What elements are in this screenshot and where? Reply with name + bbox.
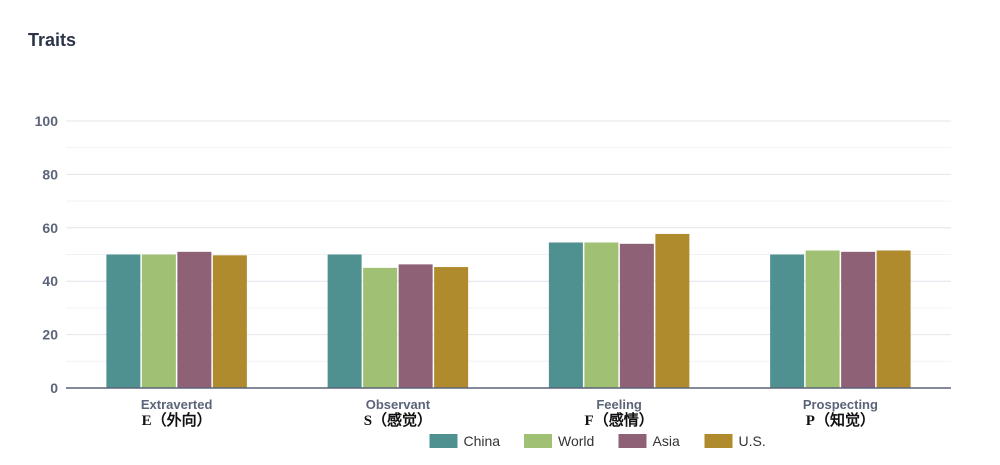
x-category-sublabel: P（知觉） xyxy=(806,411,875,429)
bar-us-extraverted xyxy=(212,255,247,388)
x-category-sublabel: S（感觉） xyxy=(364,411,432,429)
bar-world-prospecting xyxy=(805,250,840,388)
legend-item-world[interactable]: World xyxy=(524,433,594,449)
y-tick-label: 20 xyxy=(42,327,58,343)
y-tick-label: 40 xyxy=(42,273,58,289)
legend-label: World xyxy=(558,433,594,449)
chart-title: Traits xyxy=(28,30,77,50)
bar-world-extraverted xyxy=(141,254,176,388)
legend-label: China xyxy=(464,433,501,449)
x-category-label: Observant xyxy=(366,397,431,412)
legend[interactable]: China World Asia U.S. xyxy=(429,433,766,449)
x-category-sublabel: E（外向） xyxy=(142,411,212,429)
bar-world-observant xyxy=(363,267,398,388)
bar-asia-observant xyxy=(398,264,433,388)
bar-china-extraverted xyxy=(106,254,141,388)
bar-china-observant xyxy=(327,254,362,388)
legend-item-china[interactable]: China xyxy=(429,433,501,449)
bar-china-prospecting xyxy=(770,254,805,388)
bar-us-feeling xyxy=(655,233,690,388)
x-category-label: Extraverted xyxy=(141,397,213,412)
legend-label: Asia xyxy=(653,433,680,449)
bar-asia-extraverted xyxy=(177,251,212,388)
legend-label: U.S. xyxy=(739,433,766,449)
y-axis-ticks: 0 20 40 60 80 100 xyxy=(35,113,59,396)
legend-swatch xyxy=(704,434,733,448)
x-category-label: Prospecting xyxy=(803,397,878,412)
y-tick-label: 100 xyxy=(35,113,59,129)
bar-world-feeling xyxy=(584,242,619,388)
bar-us-prospecting xyxy=(876,250,911,388)
legend-swatch xyxy=(429,434,458,448)
legend-swatch xyxy=(618,434,647,448)
y-tick-label: 0 xyxy=(50,380,58,396)
bar-asia-prospecting xyxy=(841,251,876,388)
bar-china-feeling xyxy=(548,242,583,388)
x-category-sublabel: F（感情） xyxy=(585,411,654,429)
y-tick-label: 60 xyxy=(42,220,58,236)
bar-asia-feeling xyxy=(619,243,654,388)
bars xyxy=(106,233,911,388)
legend-swatch xyxy=(524,434,552,448)
legend-item-asia[interactable]: Asia xyxy=(618,433,680,449)
y-tick-label: 80 xyxy=(42,166,58,182)
bar-us-observant xyxy=(434,267,469,388)
legend-item-us[interactable]: U.S. xyxy=(704,433,766,449)
x-category-label: Feeling xyxy=(596,397,642,412)
